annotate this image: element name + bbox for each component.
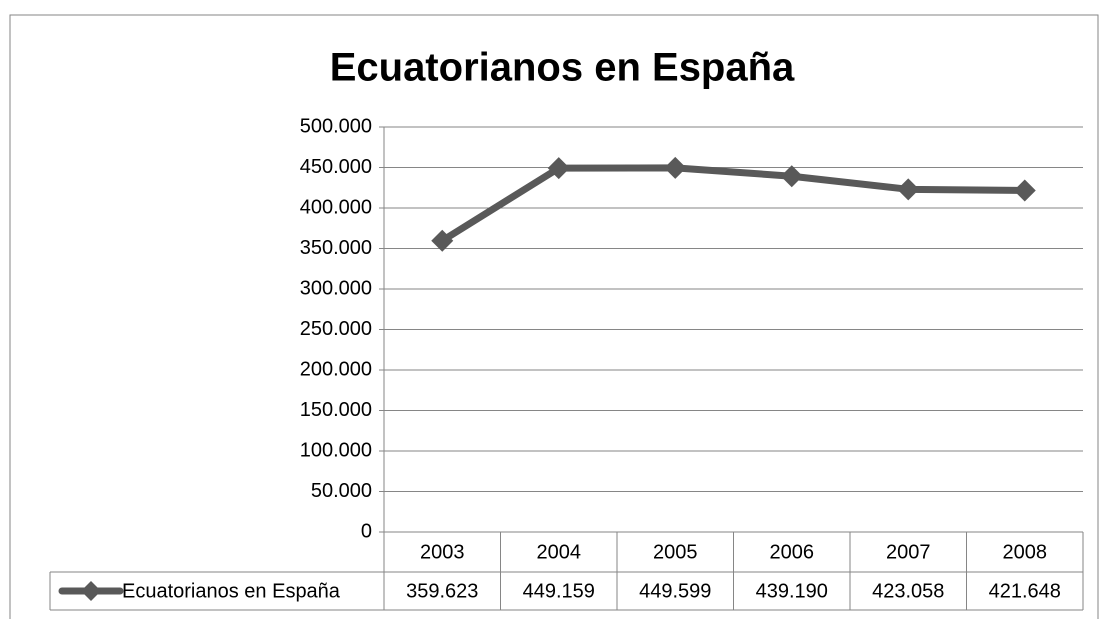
y-tick-label: 250.000 [300, 318, 372, 340]
y-tick-label: 450.000 [300, 156, 372, 178]
x-tick-label: 2008 [1003, 541, 1048, 563]
table-value: 421.648 [989, 580, 1061, 602]
y-tick-label: 300.000 [300, 277, 372, 299]
legend-marker [81, 581, 101, 601]
table-value: 359.623 [406, 580, 478, 602]
marker [1013, 179, 1036, 202]
y-tick-label: 400.000 [300, 196, 372, 218]
x-tick-label: 2003 [420, 541, 465, 563]
y-tick-label: 50.000 [311, 480, 372, 502]
marker [547, 157, 570, 180]
table-value: 449.599 [639, 580, 711, 602]
x-tick-label: 2006 [770, 541, 815, 563]
y-tick-label: 500.000 [300, 115, 372, 137]
marker [897, 178, 920, 201]
chart-frame [9, 14, 1099, 619]
table-value: 439.190 [756, 580, 828, 602]
y-tick-label: 350.000 [300, 237, 372, 259]
chart-title: Ecuatorianos en España [330, 46, 795, 90]
y-tick-label: 100.000 [300, 439, 372, 461]
x-tick-label: 2007 [886, 541, 931, 563]
y-tick-label: 0 [361, 520, 372, 542]
x-tick-label: 2004 [537, 541, 582, 563]
table-value: 423.058 [872, 580, 944, 602]
marker [664, 156, 687, 179]
legend-label: Ecuatorianos en España [122, 580, 341, 602]
marker [780, 165, 803, 188]
table-value: 449.159 [523, 580, 595, 602]
y-tick-label: 150.000 [300, 399, 372, 421]
series-line [440, 164, 1025, 244]
marker [431, 229, 454, 252]
x-tick-label: 2005 [653, 541, 698, 563]
y-tick-label: 200.000 [300, 358, 372, 380]
